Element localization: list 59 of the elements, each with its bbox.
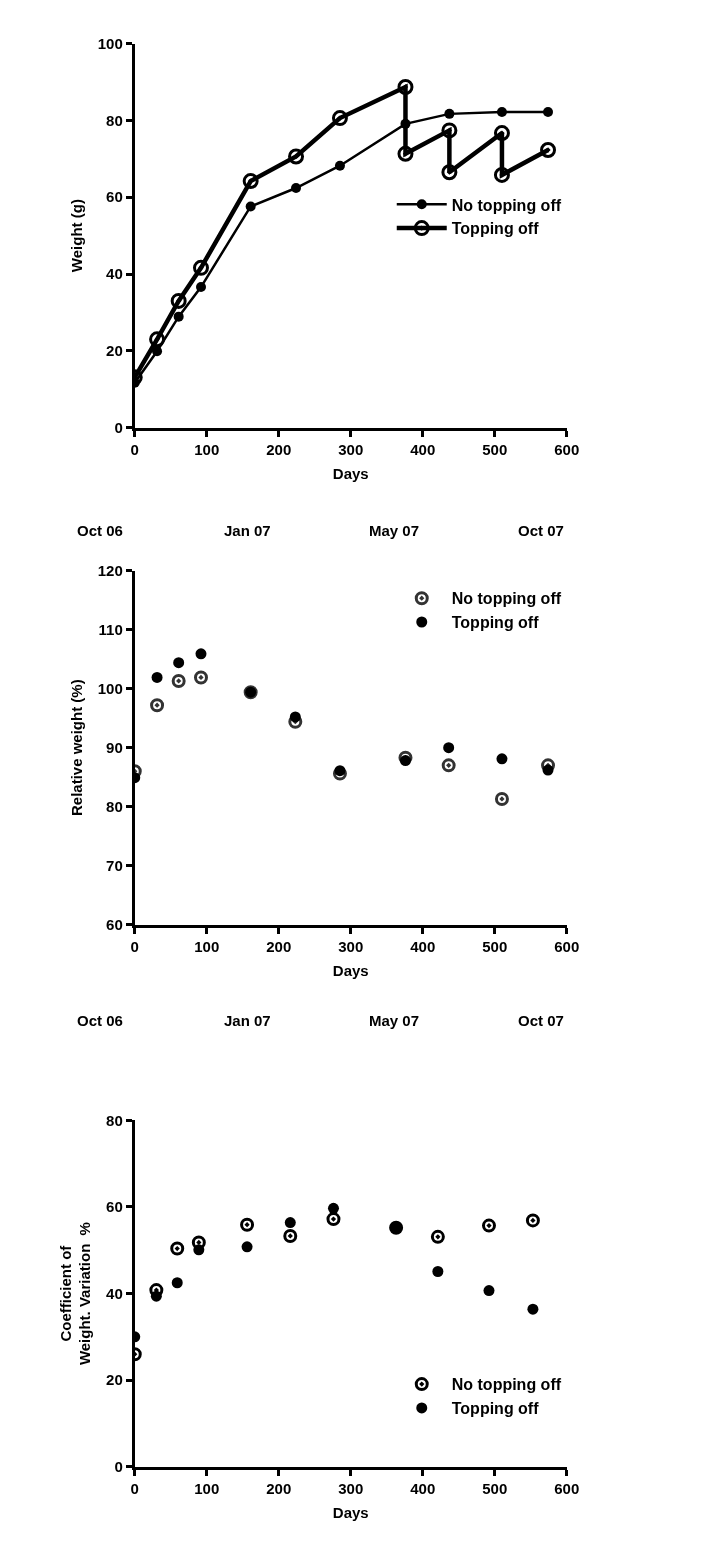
x-tick-label: 600 [554, 937, 580, 955]
y-axis-title: Weight (g) [67, 199, 85, 273]
x-tick-label: 300 [338, 937, 364, 955]
y-tick-label: 40 [106, 1284, 123, 1302]
x-tick-label: 100 [194, 440, 220, 458]
y-tick-label: 120 [97, 561, 123, 579]
x-tick-label: 0 [130, 1479, 139, 1497]
legend-label: No topping off [451, 1376, 562, 1394]
x-tick-label: 600 [554, 1479, 580, 1497]
x-tick-label: 0 [130, 440, 139, 458]
x-tick-label: 500 [482, 937, 508, 955]
x-tick-label: 100 [194, 1479, 220, 1497]
text: Jan 07 [224, 522, 271, 539]
x-axis-title: Days [332, 464, 369, 482]
y-tick-label: 20 [106, 1371, 123, 1389]
text: May 07 [369, 522, 420, 539]
y-tick-label: 60 [106, 188, 123, 206]
y-tick-label: 80 [106, 797, 123, 815]
x-axis-title: Days [332, 961, 369, 979]
x-tick-label: 200 [266, 937, 292, 955]
x-tick-label: 300 [338, 1479, 364, 1497]
text: Oct 06 [77, 1012, 123, 1029]
legend-label: No topping off [451, 196, 562, 214]
legend-label: Topping off [451, 220, 540, 238]
text: Oct 07 [518, 522, 564, 539]
x-tick-label: 300 [338, 440, 364, 458]
x-tick-label: 400 [410, 440, 436, 458]
x-tick-label: 0 [130, 937, 139, 955]
legend-label: Topping off [451, 1400, 540, 1418]
text: Oct 07 [518, 1012, 564, 1029]
y-tick-label: 80 [106, 111, 123, 129]
y-tick-label: 100 [97, 679, 123, 697]
text: Jan 07 [224, 1012, 271, 1029]
y-tick-label: 0 [114, 1458, 123, 1476]
legend-label: Topping off [451, 614, 540, 632]
legend-label: No topping off [451, 590, 562, 608]
y-tick-label: 100 [97, 34, 123, 52]
x-tick-label: 500 [482, 1479, 508, 1497]
y-tick-label: 80 [106, 1111, 123, 1129]
y-tick-label: 70 [106, 856, 123, 874]
x-tick-label: 600 [554, 440, 580, 458]
x-tick-label: 400 [410, 1479, 436, 1497]
y-tick-label: 60 [106, 915, 123, 933]
x-tick-label: 200 [266, 1479, 292, 1497]
y-tick-label: 40 [106, 265, 123, 283]
y-axis-title: Relative weight (%) [67, 679, 85, 816]
x-tick-label: 400 [410, 937, 436, 955]
x-axis-title: Days [332, 1503, 369, 1521]
x-tick-label: 100 [194, 937, 220, 955]
y-tick-label: 110 [98, 620, 123, 638]
x-tick-label: 500 [482, 440, 508, 458]
text: May 07 [369, 1012, 420, 1029]
y-tick-label: 0 [114, 418, 123, 436]
text: Oct 06 [77, 522, 123, 539]
y-tick-label: 20 [106, 342, 123, 360]
x-tick-label: 200 [266, 440, 292, 458]
y-tick-label: 90 [106, 738, 123, 756]
y-tick-label: 60 [106, 1198, 123, 1216]
y-axis-title: Coefficient of Weight. Variation % [56, 1222, 94, 1366]
